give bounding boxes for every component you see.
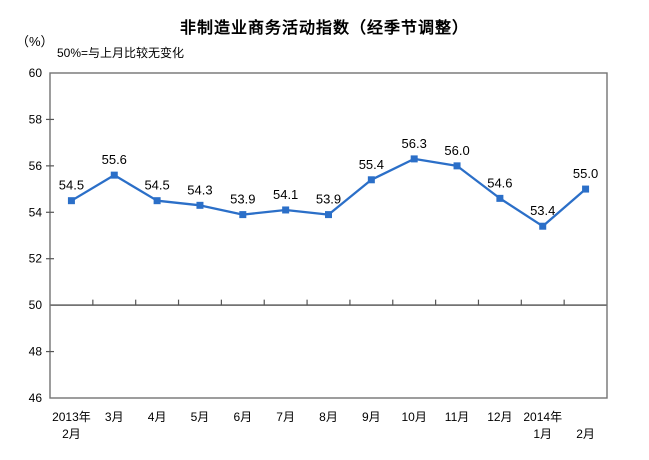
data-label: 55.0 (573, 166, 598, 181)
y-axis-tick-label: 50 (29, 298, 43, 312)
y-axis-tick-label: 56 (29, 159, 43, 173)
data-label: 56.0 (444, 143, 469, 158)
x-axis-label: 8月 (319, 410, 338, 424)
data-label: 53.9 (230, 192, 255, 207)
y-axis-tick-label: 46 (29, 391, 43, 405)
x-axis-label-line2: 1月 (533, 427, 552, 441)
x-axis-label: 3月 (105, 410, 124, 424)
data-label: 53.4 (530, 203, 555, 218)
data-label: 55.4 (359, 157, 384, 172)
data-point-marker (539, 222, 547, 230)
data-label: 54.5 (59, 178, 84, 193)
data-label: 54.6 (487, 175, 512, 190)
data-point-marker (196, 201, 204, 209)
y-axis-unit-label: （%） (16, 34, 54, 49)
chart-title: 非制造业商务活动指数（经季节调整） (179, 20, 469, 37)
data-label: 54.3 (187, 182, 212, 197)
y-axis-tick-label: 60 (29, 66, 43, 80)
data-point-marker (153, 197, 161, 205)
x-axis-label-line2: 2月 (62, 427, 81, 441)
x-axis-label: 10月 (402, 410, 427, 424)
x-axis-label: 5月 (191, 410, 210, 424)
x-axis-label: 6月 (233, 410, 252, 424)
data-label: 54.1 (273, 187, 298, 202)
x-axis-label: 12月 (487, 410, 512, 424)
data-point-marker (453, 162, 461, 170)
x-axis-label: 4月 (148, 410, 167, 424)
data-label: 53.9 (316, 192, 341, 207)
x-axis-label-line2: 2月 (576, 427, 595, 441)
x-axis-label: 9月 (362, 410, 381, 424)
x-axis-label: 11月 (445, 410, 469, 424)
data-label: 54.5 (144, 178, 169, 193)
y-axis-tick-label: 48 (29, 345, 43, 359)
x-axis-label: 2014年 (523, 410, 562, 424)
data-point-marker (410, 155, 418, 163)
x-axis-label: 2013年 (52, 410, 91, 424)
data-label: 56.3 (402, 136, 427, 151)
data-point-marker (110, 171, 118, 179)
data-point-marker (282, 206, 290, 214)
x-axis-label: 7月 (276, 410, 295, 424)
data-point-marker (67, 197, 75, 205)
y-axis-tick-label: 58 (29, 112, 43, 126)
y-axis-tick-label: 52 (29, 252, 43, 266)
data-point-marker (496, 194, 504, 202)
plot-border (49, 72, 608, 399)
baseline-note: 50%=与上月比较无变化 (57, 46, 185, 60)
data-point-marker (582, 185, 590, 193)
data-point-marker (367, 176, 375, 184)
data-label: 55.6 (102, 152, 127, 167)
data-point-marker (325, 211, 332, 219)
data-point-marker (239, 211, 247, 219)
y-axis-tick-label: 54 (29, 205, 43, 219)
